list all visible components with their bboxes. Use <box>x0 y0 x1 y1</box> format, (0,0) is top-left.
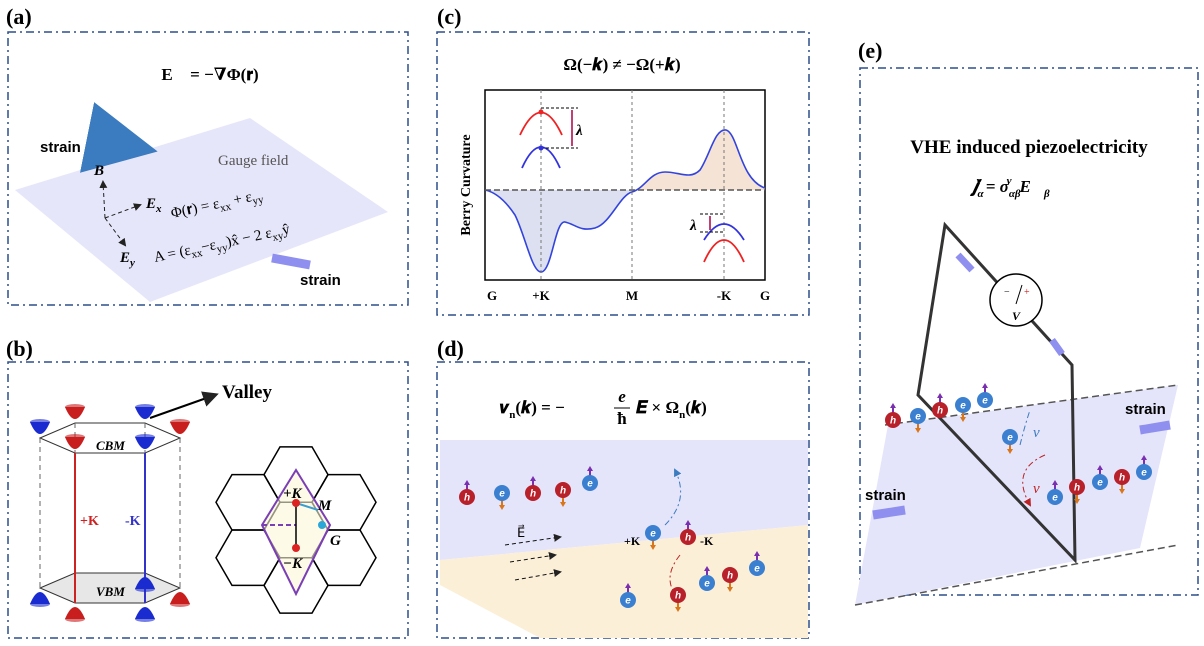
particle-label: e <box>754 564 760 575</box>
x-tick-label: G <box>760 288 770 303</box>
cone-top <box>30 601 50 607</box>
bz-m: M <box>317 498 332 514</box>
particle-label: e <box>1097 478 1103 489</box>
gauge-field: Gauge field <box>218 153 289 169</box>
figure: (a) E⃗ = −∇Φ(𝐫) strain strain Gauge fiel… <box>0 0 1204 646</box>
numerator: e <box>618 387 626 406</box>
particle-label: h <box>530 489 536 500</box>
cone-top <box>135 434 155 440</box>
panel-label: (d) <box>437 336 464 361</box>
particle-label: h <box>675 591 681 602</box>
minus-k: -K <box>700 534 714 548</box>
strain-label: strain <box>1125 401 1166 418</box>
equation: Ω(−𝒌) ≠ −Ω(+𝒌) <box>563 55 680 74</box>
lambda: λ <box>689 218 697 234</box>
particle-label: h <box>560 486 566 497</box>
particle-label: e <box>1007 433 1013 444</box>
particle-label: h <box>464 493 470 504</box>
particle-label: e <box>625 596 631 607</box>
title: VHE induced piezoelectricity <box>910 137 1148 158</box>
particle-label: e <box>982 396 988 407</box>
panel-label: (a) <box>6 4 32 29</box>
strain-arrow <box>100 140 140 148</box>
strain-label: strain <box>300 272 341 289</box>
panel-label: (c) <box>437 4 461 29</box>
particle-label: e <box>915 412 921 423</box>
particle-label: e <box>1052 493 1058 504</box>
equation: 𝑬 × Ωn(𝒌) <box>635 398 707 421</box>
equation: 𝒗n(𝒌) = − <box>499 398 565 421</box>
cone-top <box>65 434 85 440</box>
b-vector: B⃗ <box>93 163 116 179</box>
cbm: CBM <box>96 438 125 453</box>
spin-head <box>982 383 988 388</box>
plus-k: +K <box>624 534 641 548</box>
x-tick-label: +K <box>532 288 550 303</box>
velocity: v <box>1033 425 1040 441</box>
cone-top <box>170 419 190 425</box>
particle-label: h <box>685 533 691 544</box>
spin-head <box>890 403 896 408</box>
equation: E⃗ = −∇Φ(𝐫) <box>161 65 258 84</box>
vbm: VBM <box>96 584 125 599</box>
particle-label: e <box>650 529 656 540</box>
cone-top <box>135 404 155 410</box>
cone-top <box>170 601 190 607</box>
denominator: ħ <box>617 409 627 428</box>
cone-top <box>135 616 155 622</box>
cone-top <box>30 419 50 425</box>
cone-top <box>65 404 85 410</box>
particle-label: h <box>1074 483 1080 494</box>
bz-minus-k: −K <box>283 556 303 572</box>
meter-minus: − <box>1004 287 1010 298</box>
particle-label: h <box>890 416 896 427</box>
meter-label: V <box>1012 309 1021 323</box>
particle-label: e <box>704 579 710 590</box>
strain-label: strain <box>40 139 81 156</box>
y-axis-label: Berry Curvature <box>459 134 474 235</box>
panel-label: (e) <box>858 38 882 63</box>
bz-plus-k: +K <box>283 486 303 502</box>
panel-frame <box>437 32 809 315</box>
x-tick-label: -K <box>717 288 732 303</box>
particle-label: h <box>1119 473 1125 484</box>
valley-arrow <box>150 395 215 418</box>
strain-arrow <box>272 258 310 265</box>
x-tick-label: M <box>626 288 638 303</box>
particle-label: h <box>727 571 733 582</box>
cone-top <box>65 616 85 622</box>
cone-top <box>135 586 155 592</box>
particle-label: e <box>1141 468 1147 479</box>
particle-label: e <box>499 489 505 500</box>
meter-plus: + <box>1024 287 1030 298</box>
particle-label: h <box>937 406 943 417</box>
minus-k: -K <box>125 514 141 529</box>
velocity: v <box>1033 481 1040 497</box>
strain-label: strain <box>865 487 906 504</box>
panel-label: (b) <box>6 336 33 361</box>
valley: Valley <box>222 382 272 403</box>
particle-label: e <box>587 479 593 490</box>
e-field: E⃗ <box>517 525 525 540</box>
lambda: λ <box>575 123 583 139</box>
particle-label: e <box>960 401 966 412</box>
spin-head <box>937 393 943 398</box>
plus-k: +K <box>80 514 99 529</box>
bz-g: G <box>330 533 341 549</box>
x-tick-label: G <box>487 288 497 303</box>
